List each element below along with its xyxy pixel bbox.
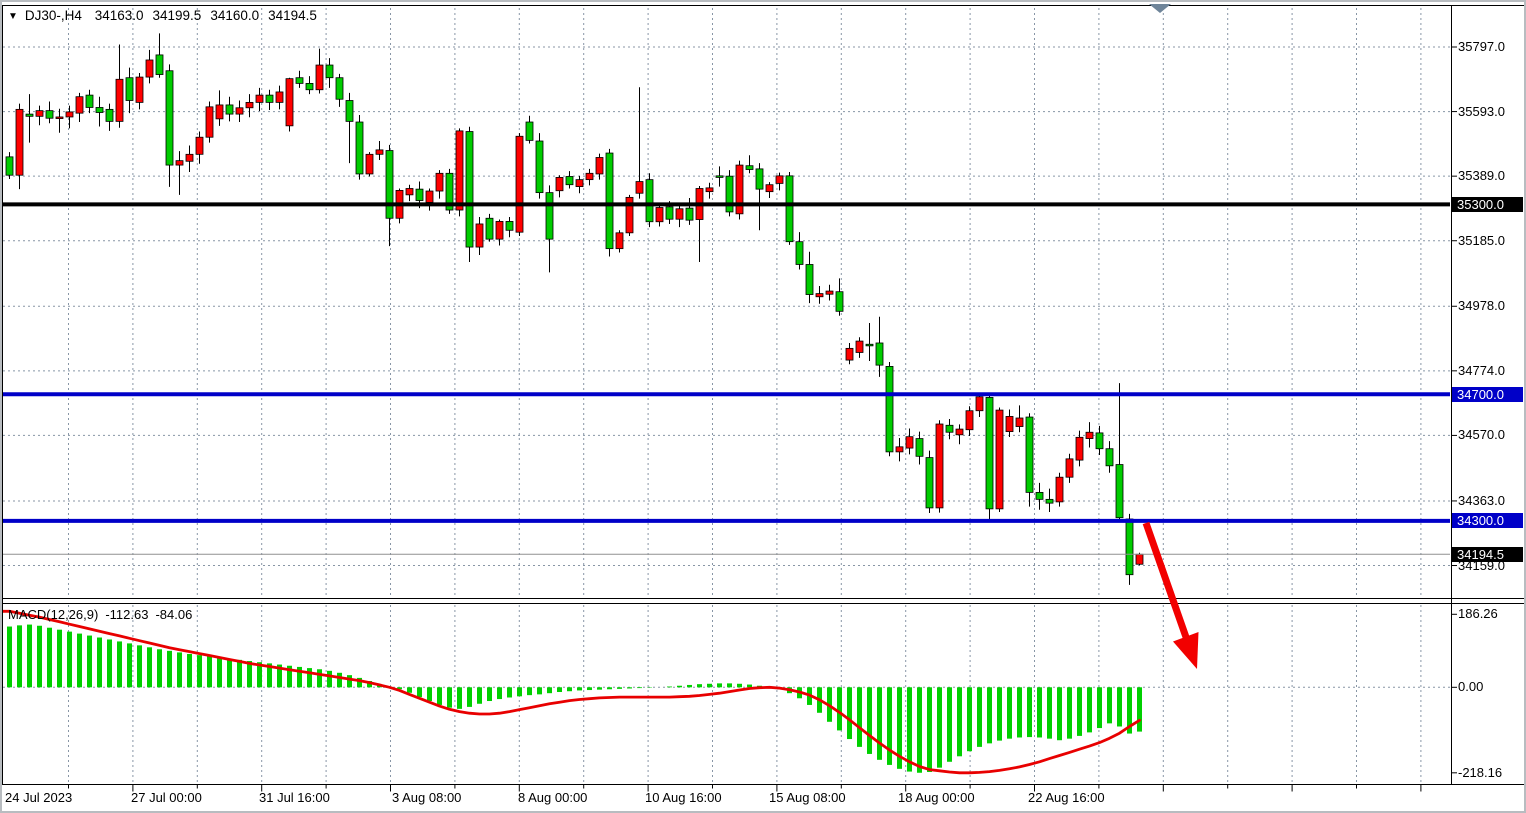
chart-marker-icon[interactable] — [1149, 4, 1171, 13]
candlestick-series — [5, 33, 1144, 585]
symbol-dropdown-icon[interactable]: ▼ — [8, 11, 18, 22]
price-axis-label: 35593.0 — [1458, 103, 1505, 119]
price-axis-label: 34774.0 — [1458, 362, 1505, 378]
grid-lines — [3, 8, 1457, 783]
macd-axis-label: 186.26 — [1458, 606, 1498, 622]
price-badge-34194.5: 34194.5 — [1452, 546, 1523, 562]
date-axis-label[interactable]: 3 Aug 08:00 — [392, 790, 462, 805]
date-axis[interactable] — [3, 785, 1451, 810]
date-axis-label[interactable]: 27 Jul 00:00 — [131, 790, 202, 805]
macd-main-value: -112.63 — [105, 607, 149, 622]
date-axis-label[interactable]: 10 Aug 16:00 — [645, 790, 722, 805]
price-axis-label: 34570.0 — [1458, 427, 1505, 443]
macd-axis-label: -218.16 — [1458, 764, 1503, 780]
horizontal-line-objects[interactable] — [3, 202, 1450, 555]
chart-title: ▼ DJ30-,H4 34163.0 34199.5 34160.0 34194.5 — [8, 8, 317, 23]
date-axis-label[interactable]: 22 Aug 16:00 — [1028, 790, 1105, 805]
title-symbol-period: DJ30-,H4 — [24, 8, 82, 23]
price-badge-35300.0: 35300.0 — [1452, 196, 1523, 212]
title-open: 34163.0 — [94, 8, 144, 23]
price-badge-34300.0: 34300.0 — [1452, 513, 1523, 529]
price-axis-label: 35389.0 — [1458, 168, 1505, 184]
macd-indicator-label: MACD(12,26,9) -112.63 -84.06 — [8, 607, 192, 622]
price-axis-label: 35797.0 — [1458, 39, 1505, 54]
date-axis-label[interactable]: 24 Jul 2023 — [5, 790, 73, 805]
macd-name-params: MACD(12,26,9) — [8, 607, 99, 622]
date-axis-label[interactable]: 18 Aug 00:00 — [898, 790, 975, 805]
date-axis-ticks — [68, 784, 1422, 792]
price-axis-label: 34363.0 — [1458, 492, 1505, 508]
date-axis-label[interactable]: 31 Jul 16:00 — [259, 790, 330, 805]
price-badge-34700.0: 34700.0 — [1452, 386, 1523, 402]
date-axis-label[interactable]: 15 Aug 08:00 — [769, 790, 846, 805]
price-axis-label: 35185.0 — [1458, 232, 1505, 248]
price-axis-label: 34978.0 — [1458, 298, 1505, 314]
date-axis-label[interactable]: 8 Aug 00:00 — [518, 790, 588, 805]
macd-panel-area[interactable] — [3, 604, 1451, 784]
macd-signal-line — [1, 609, 1141, 775]
main-chart-area[interactable] — [3, 6, 1451, 598]
macd-signal-value: -84.06 — [155, 607, 193, 622]
trend-arrow-annotation[interactable] — [1142, 521, 1199, 669]
title-low: 34160.0 — [210, 8, 260, 23]
macd-axis-label: 0.00 — [1458, 679, 1484, 695]
title-high: 34199.5 — [152, 8, 202, 23]
title-close: 34194.5 — [268, 8, 317, 23]
